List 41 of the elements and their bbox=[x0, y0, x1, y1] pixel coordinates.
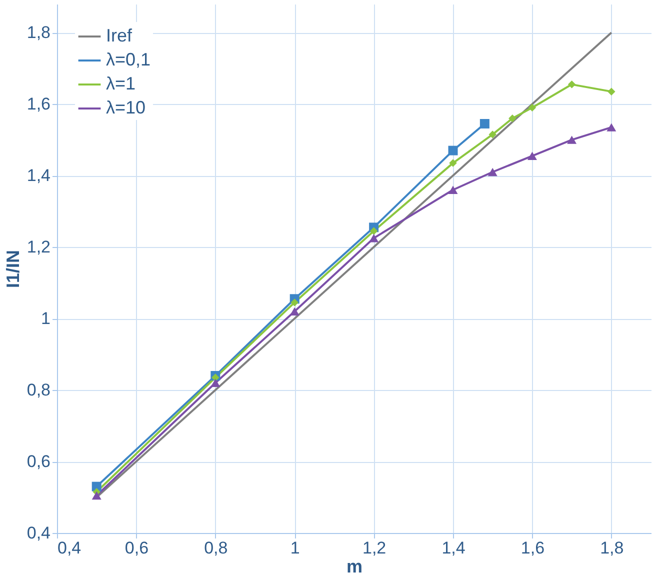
y-tick-label: 1,6 bbox=[26, 94, 50, 114]
x-axis-title: m bbox=[346, 556, 363, 576]
y-tick-label: 1,8 bbox=[26, 23, 50, 42]
point bbox=[210, 378, 220, 387]
point bbox=[488, 130, 496, 138]
point bbox=[606, 123, 616, 132]
point bbox=[448, 186, 458, 194]
legend-label: λ=10 bbox=[106, 98, 146, 118]
legend-label: Iref bbox=[106, 26, 134, 46]
y-tick-label: 1 bbox=[41, 309, 50, 328]
y-tick-label: 0,6 bbox=[26, 452, 50, 472]
legend-label: λ=1 bbox=[106, 74, 136, 94]
point bbox=[608, 88, 616, 96]
y-tick-label: 1,4 bbox=[26, 166, 50, 186]
x-tick-label: 0,8 bbox=[204, 538, 228, 558]
x-tick-label: 1,4 bbox=[442, 538, 466, 558]
point bbox=[449, 159, 457, 167]
y-tick-label: 1,2 bbox=[26, 238, 50, 257]
point bbox=[488, 168, 498, 176]
x-tick-label: 1,2 bbox=[362, 538, 386, 558]
point bbox=[92, 491, 102, 500]
point bbox=[370, 227, 378, 235]
point bbox=[480, 118, 490, 128]
legend-label: λ=0,1 bbox=[106, 50, 151, 70]
y-tick-label: 0,8 bbox=[26, 380, 50, 400]
point bbox=[527, 152, 537, 160]
point bbox=[528, 104, 536, 112]
point bbox=[568, 80, 576, 88]
x-tick-label: 1 bbox=[290, 538, 300, 558]
point bbox=[567, 136, 577, 144]
y-axis-title: I1/IN bbox=[2, 250, 23, 288]
x-tick-label: 0,6 bbox=[124, 538, 149, 558]
x-tick-label: 1,6 bbox=[520, 538, 545, 558]
x-tick-label: 1,8 bbox=[600, 538, 624, 558]
x-tick-label: 0,4 bbox=[58, 538, 82, 558]
point bbox=[290, 307, 300, 316]
point bbox=[369, 234, 379, 242]
y-tick-label: 0,4 bbox=[26, 524, 50, 542]
point bbox=[290, 298, 298, 306]
point bbox=[508, 114, 516, 122]
point bbox=[448, 146, 458, 156]
